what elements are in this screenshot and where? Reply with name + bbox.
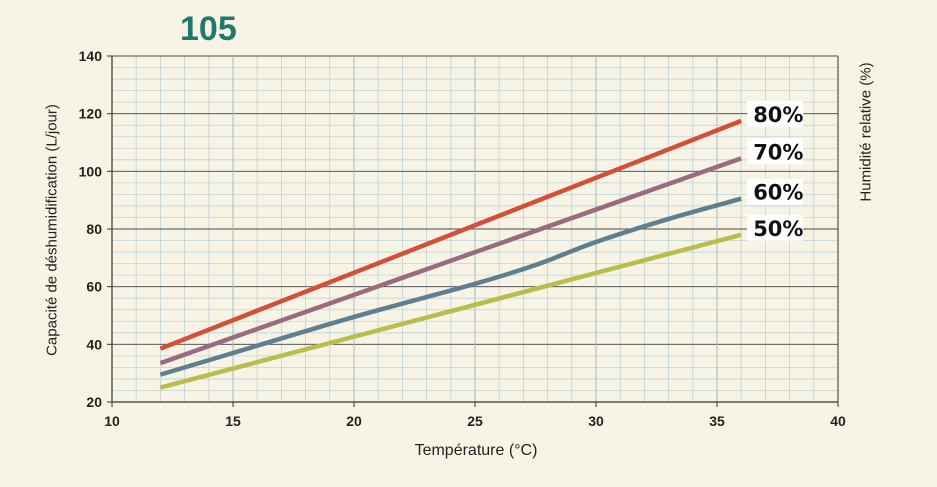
model-title: 105 <box>180 10 237 48</box>
secondary-y-axis-label: Humidité relative (%) <box>857 62 875 202</box>
x-axis-label: Température (°C) <box>414 442 538 459</box>
series-label-bg <box>747 178 804 205</box>
series-label-80: 80% <box>753 103 803 127</box>
series-label-60: 60% <box>753 181 803 205</box>
y-tick-label: 40 <box>86 336 102 352</box>
x-tick-label: 40 <box>830 413 846 429</box>
series-label-70: 70% <box>753 140 803 164</box>
series-label-bg <box>747 214 804 241</box>
y-tick-label: 140 <box>79 48 103 64</box>
y-tick-label: 100 <box>79 163 103 179</box>
x-tick-label: 20 <box>346 413 362 429</box>
y-tick-label: 120 <box>79 106 103 122</box>
x-tick-label: 30 <box>588 413 604 429</box>
series-line-50 <box>159 232 742 390</box>
x-tick-label: 25 <box>467 413 483 429</box>
x-tick-label: 15 <box>225 413 241 429</box>
series-line-70 <box>159 156 742 366</box>
series-labels: 80% 70% 60% 50% <box>747 100 804 241</box>
series-lines <box>159 118 743 390</box>
series-label-bg <box>747 100 804 127</box>
x-tick-label: 10 <box>104 413 120 429</box>
series-line-60 <box>159 196 742 377</box>
series-label-50: 50% <box>753 217 803 241</box>
y-tick-labels: 20 40 60 80 100 120 140 <box>79 48 103 410</box>
y-tick-label: 60 <box>86 279 102 295</box>
x-tick-label: 35 <box>709 413 725 429</box>
x-tick-labels: 10 15 20 25 30 35 40 <box>104 413 846 429</box>
y-axis-label: Capacité de déshumidification (L/jour) <box>43 104 61 356</box>
y-tick-label: 20 <box>86 394 102 410</box>
axes <box>107 55 839 407</box>
series-label-bg <box>747 138 804 165</box>
series-line-80 <box>159 118 743 351</box>
y-tick-label: 80 <box>86 221 102 237</box>
